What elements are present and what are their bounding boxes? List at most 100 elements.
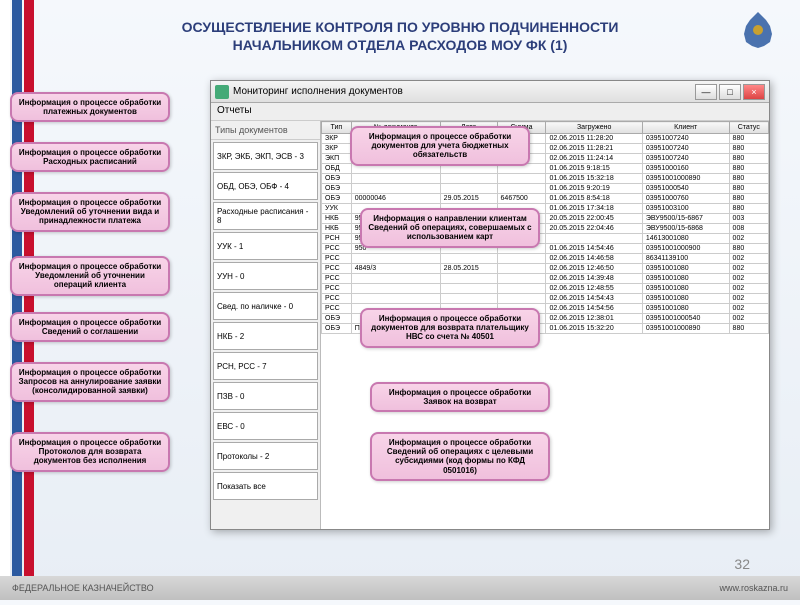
callout-left-4: Информация о процессе обработки Сведений…: [10, 312, 170, 342]
footer-url: www.roskazna.ru: [719, 583, 788, 593]
doc-type-item[interactable]: УУК - 1: [213, 232, 318, 260]
callout-center-2: Информация о процессе обработки документ…: [360, 308, 540, 348]
doc-type-item[interactable]: Протоколы - 2: [213, 442, 318, 470]
table-cell: 002: [729, 234, 768, 244]
table-cell: 20.05.2015 22:00:45: [546, 214, 642, 224]
table-cell: 03951000160: [642, 164, 729, 174]
callout-left-2: Информация о процессе обработки Уведомле…: [10, 192, 170, 232]
table-cell: 4849/3: [351, 264, 440, 274]
table-cell: 01.06.2015 14:54:46: [546, 244, 642, 254]
table-cell: 20.05.2015 22:04:46: [546, 224, 642, 234]
table-row[interactable]: ОБЭ01.06.2015 15:32:1803951001000890880: [322, 174, 769, 184]
app-icon: [215, 85, 229, 99]
close-button[interactable]: ×: [743, 84, 765, 100]
column-header[interactable]: Тип: [322, 122, 352, 134]
doc-type-item[interactable]: ЕВС - 0: [213, 412, 318, 440]
table-cell: 880: [729, 174, 768, 184]
doc-type-item[interactable]: Расходные расписания - 8: [213, 202, 318, 230]
table-cell: 008: [729, 224, 768, 234]
table-row[interactable]: РСС02.06.2015 12:48:5503951001080002: [322, 284, 769, 294]
table-cell: 02.06.2015 14:39:48: [546, 274, 642, 284]
table-cell: 03951001080: [642, 284, 729, 294]
table-row[interactable]: ОБЭ0000004629.05.2015646750001.06.2015 8…: [322, 194, 769, 204]
main-content: Информация о процессе обработки платежны…: [10, 80, 790, 570]
slide-footer: ФЕДЕРАЛЬНОЕ КАЗНАЧЕЙСТВО www.roskazna.ru: [0, 576, 800, 600]
title-line-2: НАЧАЛЬНИКОМ ОТДЕЛА РАСХОДОВ МОУ ФК (1): [233, 37, 568, 53]
table-cell: 03951007240: [642, 134, 729, 144]
table-cell: 880: [729, 144, 768, 154]
footer-org: ФЕДЕРАЛЬНОЕ КАЗНАЧЕЙСТВО: [12, 583, 154, 593]
doc-type-item[interactable]: ПЗВ - 0: [213, 382, 318, 410]
table-cell: 01.06.2015 17:34:18: [546, 204, 642, 214]
column-header[interactable]: Загружено: [546, 122, 642, 134]
doc-type-item[interactable]: РСН, РСС - 7: [213, 352, 318, 380]
table-cell: 02.06.2015 14:54:56: [546, 304, 642, 314]
table-cell: 03951000760: [642, 194, 729, 204]
column-header[interactable]: Статус: [729, 122, 768, 134]
table-cell: [497, 294, 546, 304]
table-cell: [351, 254, 440, 264]
table-cell: 880: [729, 324, 768, 334]
table-cell: [497, 184, 546, 194]
eagle-emblem-icon: [736, 8, 780, 52]
callout-center-3: Информация о процессе обработки Заявок н…: [370, 382, 550, 412]
callout-left-6: Информация о процессе обработки Протокол…: [10, 432, 170, 472]
table-cell: 03951000540: [642, 184, 729, 194]
table-cell: РСС: [322, 244, 352, 254]
minimize-button[interactable]: —: [695, 84, 717, 100]
table-cell: 880: [729, 154, 768, 164]
doc-type-item[interactable]: УУН - 0: [213, 262, 318, 290]
table-cell: [351, 284, 440, 294]
table-cell: 01.06.2015 9:20:19: [546, 184, 642, 194]
menu-reports[interactable]: Отчеты: [217, 105, 252, 116]
doc-type-item[interactable]: ЗКР, ЭКБ, ЭКП, ЭСВ - 3: [213, 142, 318, 170]
table-cell: 002: [729, 254, 768, 264]
table-row[interactable]: РСС02.06.2015 14:54:4303951001080002: [322, 294, 769, 304]
table-cell: 880: [729, 204, 768, 214]
callout-center-0: Информация о процессе обработки документ…: [350, 126, 530, 166]
table-cell: 01.06.2015 15:32:18: [546, 174, 642, 184]
table-cell: 03951001080: [642, 304, 729, 314]
table-cell: 02.06.2015 11:24:14: [546, 154, 642, 164]
doc-type-item[interactable]: ОБД, ОБЭ, ОБФ - 4: [213, 172, 318, 200]
table-cell: 6467500: [497, 194, 546, 204]
table-cell: [497, 174, 546, 184]
table-row[interactable]: РСС02.06.2015 14:46:5886341139100002: [322, 254, 769, 264]
table-cell: ОБЭ: [322, 174, 352, 184]
column-header[interactable]: Клиент: [642, 122, 729, 134]
window-title: Мониторинг исполнения документов: [233, 86, 403, 97]
callout-left-5: Информация о процессе обработки Запросов…: [10, 362, 170, 402]
doc-type-item[interactable]: Свед. по наличке - 0: [213, 292, 318, 320]
table-cell: РСС: [322, 294, 352, 304]
table-cell: [440, 284, 497, 294]
table-cell: ЭВУ9500/15-6868: [642, 224, 729, 234]
table-cell: [440, 274, 497, 284]
table-cell: 02.06.2015 11:28:21: [546, 144, 642, 154]
table-cell: НКБ: [322, 224, 352, 234]
table-cell: РСС: [322, 284, 352, 294]
doc-type-item[interactable]: НКБ - 2: [213, 322, 318, 350]
table-cell: 28.05.2015: [440, 264, 497, 274]
table-cell: 880: [729, 244, 768, 254]
table-row[interactable]: ОБЭ01.06.2015 9:20:1903951000540880: [322, 184, 769, 194]
table-cell: 01.06.2015 9:18:15: [546, 164, 642, 174]
table-cell: 03951003100: [642, 204, 729, 214]
table-cell: 02.06.2015 11:28:20: [546, 134, 642, 144]
table-cell: 002: [729, 274, 768, 284]
table-cell: 02.06.2015 14:46:58: [546, 254, 642, 264]
table-cell: ЭВУ9500/15-6867: [642, 214, 729, 224]
window-titlebar[interactable]: Мониторинг исполнения документов — □ ×: [211, 81, 769, 103]
table-cell: ОБЭ: [322, 324, 352, 334]
maximize-button[interactable]: □: [719, 84, 741, 100]
table-cell: 01.06.2015 15:32:20: [546, 324, 642, 334]
table-cell: ОБЭ: [322, 184, 352, 194]
doc-type-item[interactable]: Показать все: [213, 472, 318, 500]
table-cell: ЗКР: [322, 144, 352, 154]
table-row[interactable]: РСС02.06.2015 14:39:4803951001080002: [322, 274, 769, 284]
table-cell: РСС: [322, 304, 352, 314]
callout-left-0: Информация о процессе обработки платежны…: [10, 92, 170, 122]
table-cell: 03951001080: [642, 274, 729, 284]
table-cell: [440, 254, 497, 264]
table-cell: 00000046: [351, 194, 440, 204]
table-row[interactable]: РСС4849/328.05.201502.06.2015 12:46:5003…: [322, 264, 769, 274]
